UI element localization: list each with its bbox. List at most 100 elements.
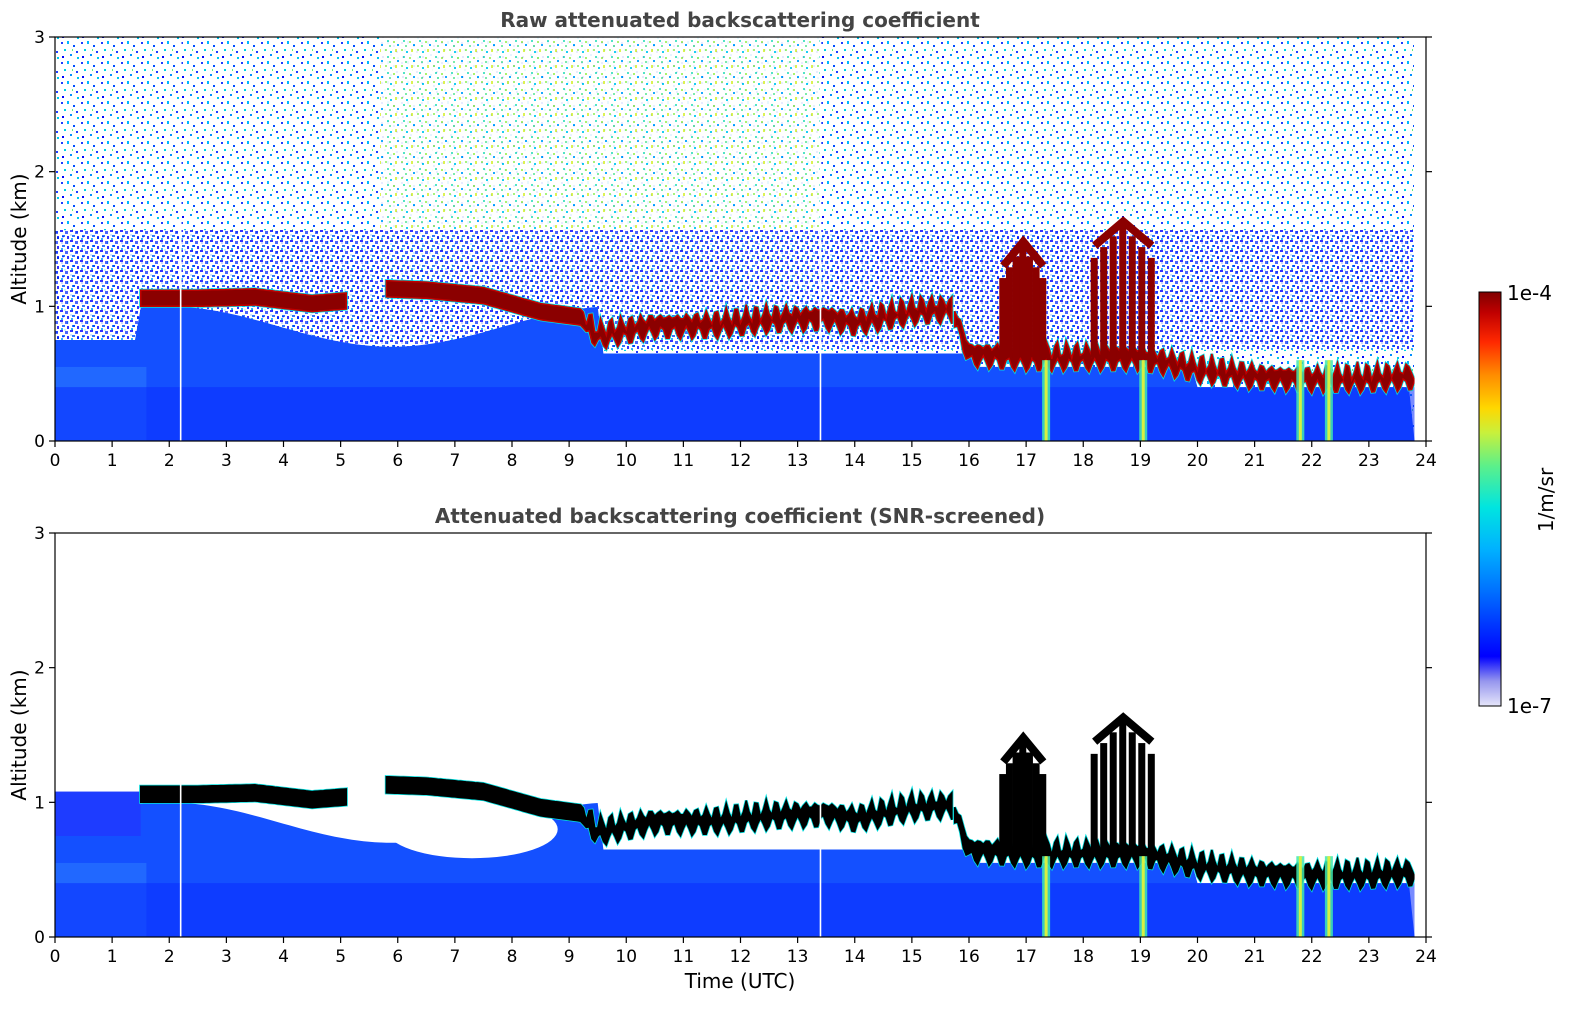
x-tick-label: 5 <box>335 451 346 471</box>
x-tick-label: 18 <box>1072 947 1094 967</box>
x-tick-label: 24 <box>1415 451 1437 471</box>
convective-cloud-column <box>1025 256 1033 358</box>
x-tick-label: 11 <box>673 451 695 471</box>
y-tick-label: 3 <box>34 524 45 544</box>
x-tick-label: 0 <box>50 451 61 471</box>
convective-cloud-column <box>1012 256 1020 358</box>
x-tick-label: 5 <box>335 947 346 967</box>
plot-area-raw <box>55 37 1426 441</box>
x-tick-label: 9 <box>564 451 575 471</box>
x-tick-label: 9 <box>564 947 575 967</box>
convective-cloud-column <box>1109 236 1117 358</box>
convective-cloud-column <box>999 278 1007 358</box>
x-tick-label: 6 <box>392 451 403 471</box>
panel-raw-title: Raw attenuated backscattering coefficien… <box>500 8 980 32</box>
y-tick-label: 0 <box>34 928 45 948</box>
convective-cloud-column <box>1128 732 1136 854</box>
y-axis-label-raw: Altitude (km) <box>7 173 31 304</box>
x-tick-label: 8 <box>507 947 518 967</box>
x-tick-label: 19 <box>1130 947 1152 967</box>
x-tick-label: 20 <box>1187 451 1209 471</box>
x-tick-label: 13 <box>787 451 809 471</box>
convective-cloud-column <box>1138 743 1146 854</box>
x-tick-label: 2 <box>164 947 175 967</box>
y-tick-label: 3 <box>34 28 45 48</box>
convective-cloud-column <box>1109 732 1117 854</box>
screened-gap-morning <box>386 800 558 859</box>
x-tick-label: 12 <box>730 947 752 967</box>
convective-cloud-column <box>1138 247 1146 358</box>
x-tick-label: 10 <box>615 947 637 967</box>
convective-cloud-column <box>1100 247 1108 358</box>
colorbar-gradient <box>1478 291 1502 707</box>
x-tick-label: 17 <box>1015 451 1037 471</box>
y-tick-label: 2 <box>34 659 45 679</box>
precipitation-core <box>1044 360 1048 441</box>
panel-raw: Raw attenuated backscattering coefficien… <box>7 8 1437 471</box>
x-tick-label: 22 <box>1301 451 1323 471</box>
x-tick-label: 15 <box>901 947 923 967</box>
cloud-layer <box>385 279 953 351</box>
x-tick-label: 7 <box>449 947 460 967</box>
convective-cloud-column <box>1039 774 1047 854</box>
precipitation-core <box>1141 856 1145 937</box>
x-tick-label: 24 <box>1415 947 1437 967</box>
data-gap-line <box>179 37 182 441</box>
x-tick-label: 13 <box>787 947 809 967</box>
x-tick-label: 19 <box>1130 451 1152 471</box>
precipitation-core <box>1298 856 1302 937</box>
convective-cloud-column <box>1012 752 1020 854</box>
x-tick-label: 22 <box>1301 947 1323 967</box>
convective-cloud-column <box>999 774 1007 854</box>
y-axis-label-screened: Altitude (km) <box>7 669 31 800</box>
x-tick-label: 4 <box>278 451 289 471</box>
convective-cloud-column <box>1005 763 1013 854</box>
precipitation-core <box>1327 856 1331 937</box>
x-tick-label: 11 <box>673 947 695 967</box>
colorbar: 1e-4 1e-7 1/m/sr <box>1478 281 1558 718</box>
x-tick-label: 1 <box>107 451 118 471</box>
data-gap-line <box>179 533 182 937</box>
convective-cloud-column <box>1119 225 1127 358</box>
cloud-layer <box>139 784 348 809</box>
convective-cloud-column <box>1100 743 1108 854</box>
convective-cloud-column <box>1128 236 1136 358</box>
precipitation-core <box>1044 856 1048 937</box>
x-tick-label: 12 <box>730 451 752 471</box>
plot-area-screened <box>55 533 1426 937</box>
convective-cloud-column <box>1147 257 1155 358</box>
convective-cloud-column <box>1005 267 1013 358</box>
panel-screened-title: Attenuated backscattering coefficient (S… <box>435 504 1045 528</box>
no-data-strip <box>1414 37 1426 441</box>
x-tick-label: 17 <box>1015 947 1037 967</box>
x-tick-label: 1 <box>107 947 118 967</box>
convective-cloud-column <box>1019 245 1027 358</box>
near-surface-layer <box>55 883 1415 937</box>
data-gap-line <box>819 37 822 441</box>
x-axis-label: Time (UTC) <box>684 969 796 993</box>
convective-cloud-column <box>1032 267 1040 358</box>
y-tick-label: 1 <box>34 297 45 317</box>
x-tick-label: 21 <box>1244 451 1266 471</box>
panel-screened: Attenuated backscattering coefficient (S… <box>7 504 1437 993</box>
x-tick-label: 16 <box>958 451 980 471</box>
convective-cloud-column <box>1147 753 1155 854</box>
colorbar-unit-label: 1/m/sr <box>1534 467 1558 532</box>
x-tick-label: 14 <box>844 947 866 967</box>
near-surface-layer <box>55 387 1415 441</box>
y-tick-label: 1 <box>34 793 45 813</box>
x-tick-label: 2 <box>164 451 175 471</box>
x-tick-label: 0 <box>50 947 61 967</box>
y-tick-label: 2 <box>34 163 45 183</box>
precipitation-core <box>1298 360 1302 441</box>
x-tick-label: 4 <box>278 947 289 967</box>
x-tick-label: 15 <box>901 451 923 471</box>
colorbar-max-label: 1e-4 <box>1507 281 1552 305</box>
x-tick-label: 6 <box>392 947 403 967</box>
convective-cloud-column <box>1032 763 1040 854</box>
x-tick-label: 23 <box>1358 451 1380 471</box>
convective-cloud-top <box>1000 731 1047 765</box>
x-tick-label: 3 <box>221 451 232 471</box>
x-tick-label: 23 <box>1358 947 1380 967</box>
x-tick-label: 8 <box>507 451 518 471</box>
